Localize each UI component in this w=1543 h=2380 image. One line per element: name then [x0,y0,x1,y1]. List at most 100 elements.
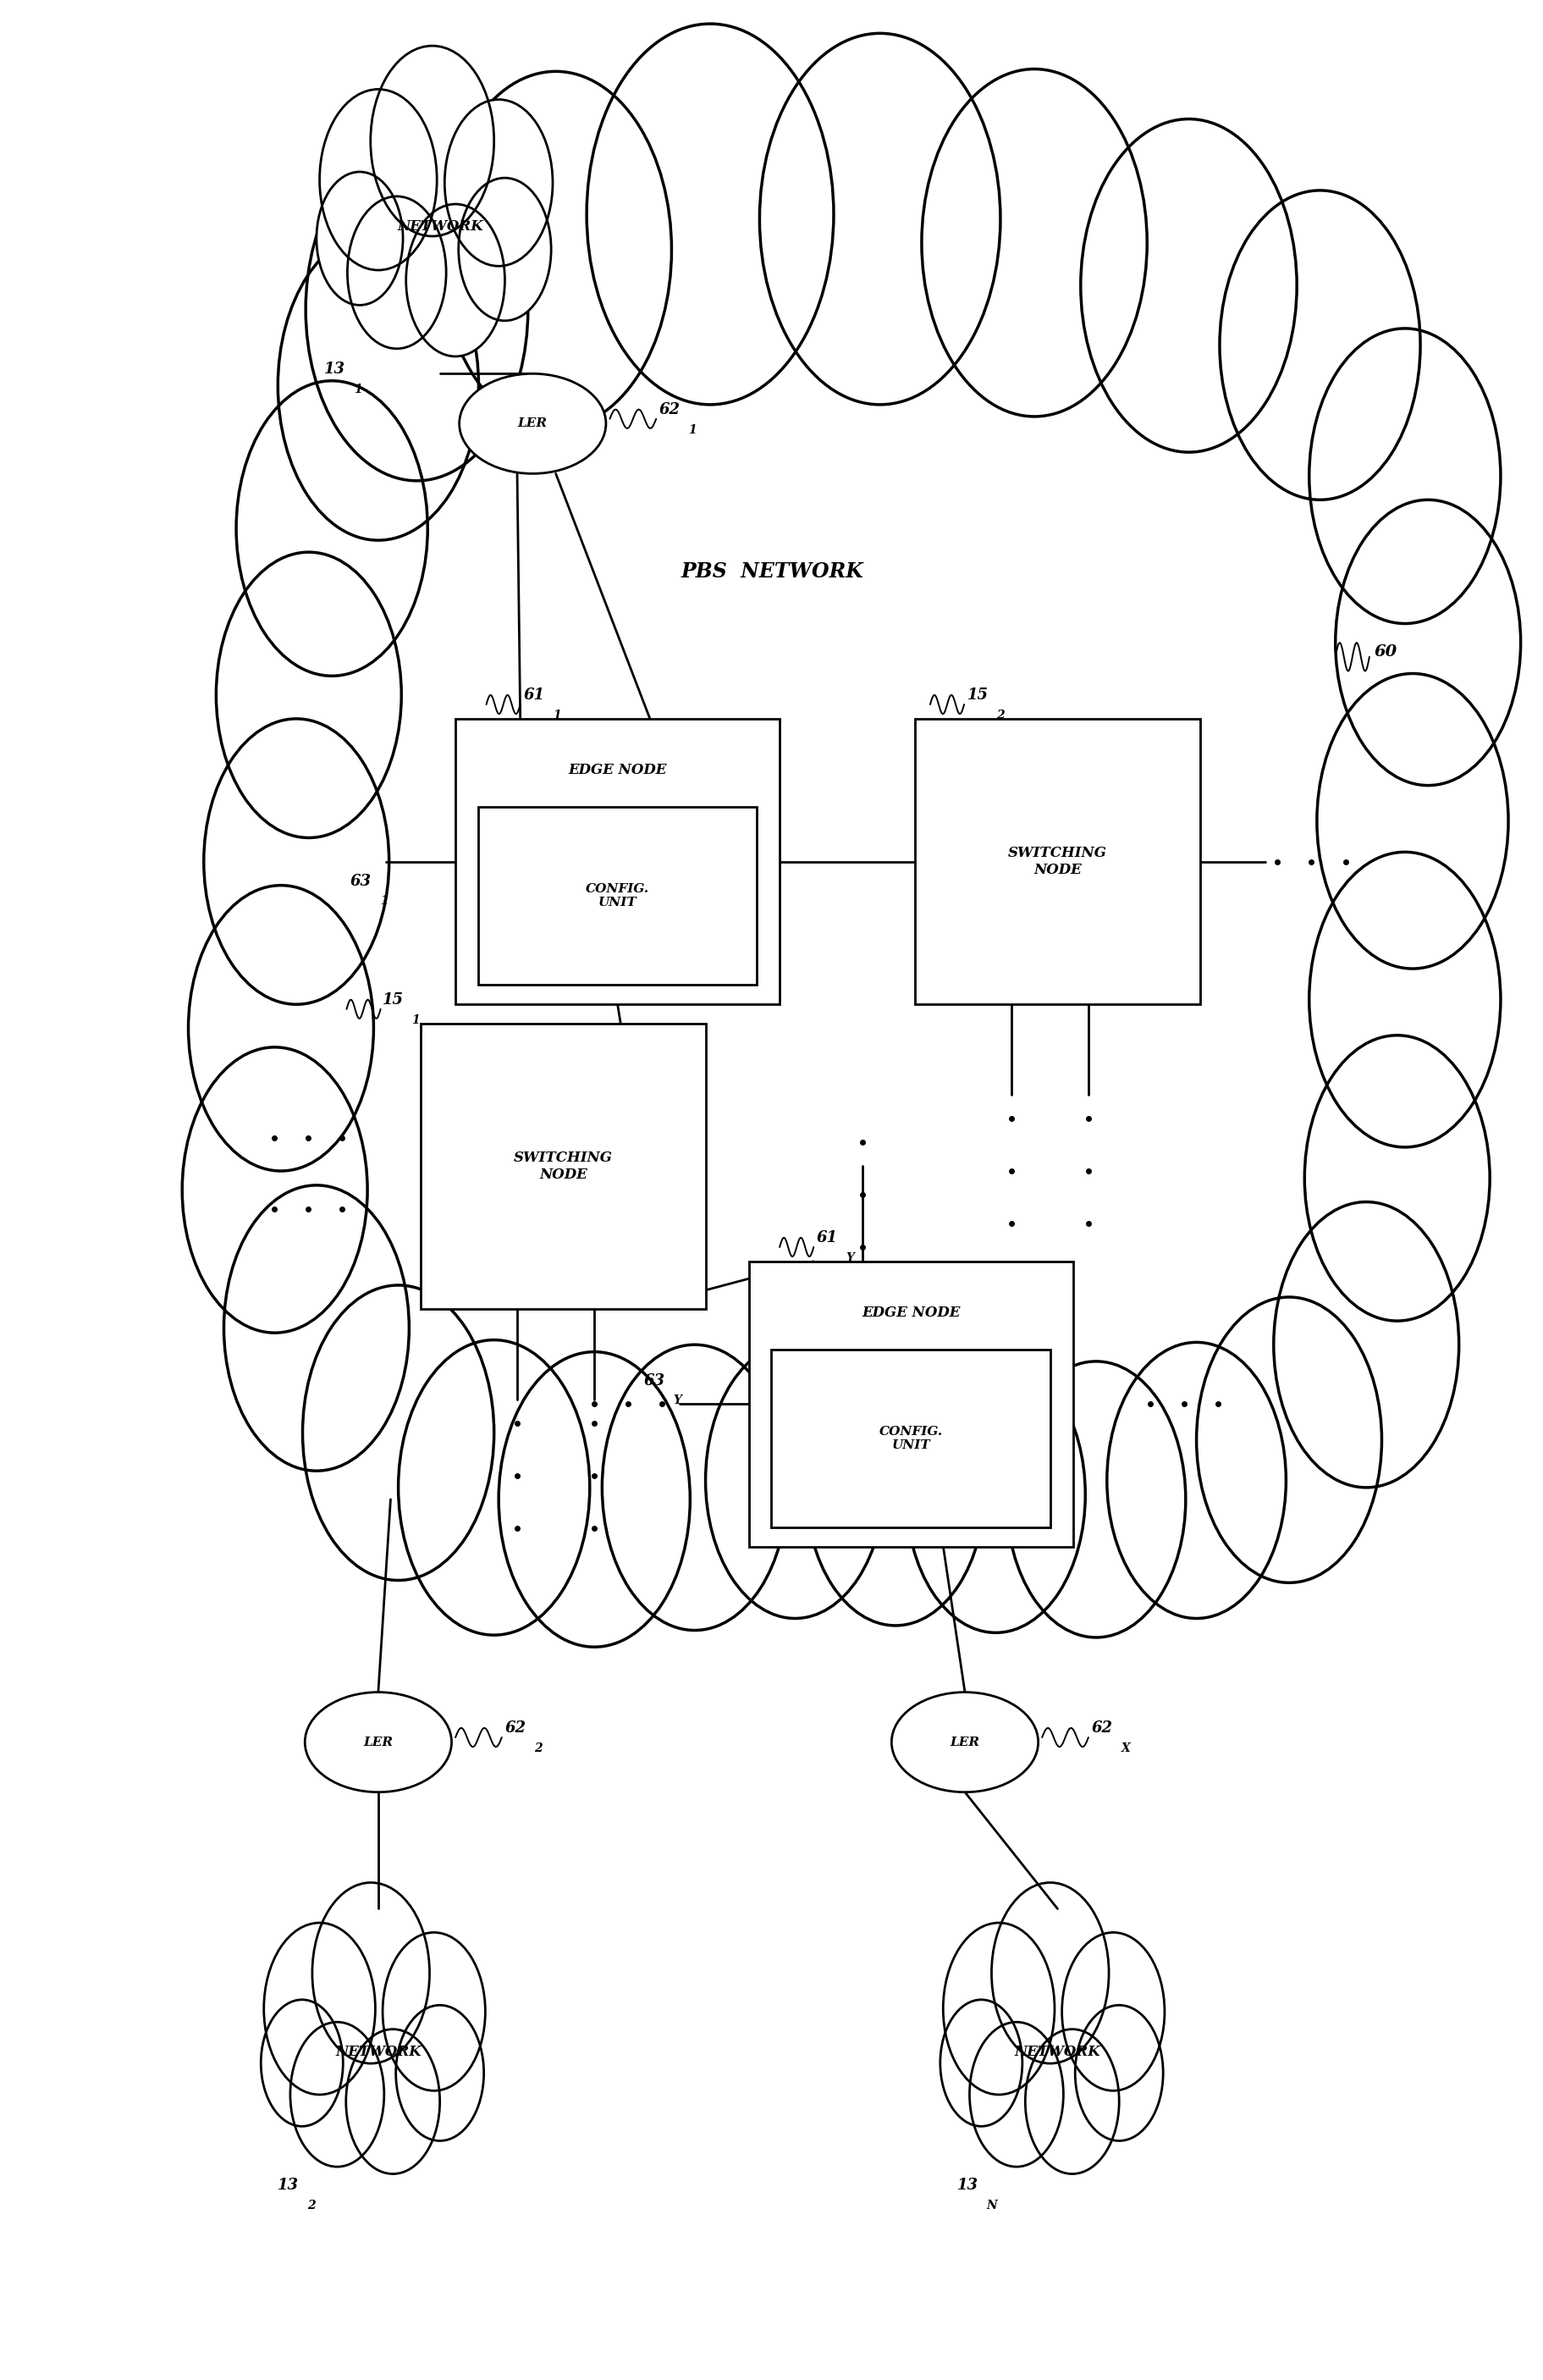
Circle shape [1304,1035,1489,1321]
Circle shape [298,1928,458,2175]
Text: 63: 63 [350,873,372,888]
Text: 61: 61 [816,1230,838,1245]
Circle shape [1273,1202,1458,1488]
Circle shape [1196,1297,1381,1583]
Circle shape [498,1352,690,1647]
Circle shape [386,333,694,809]
Text: EDGE NODE: EDGE NODE [568,764,667,778]
Circle shape [602,809,1096,1571]
Circle shape [316,171,403,305]
FancyBboxPatch shape [455,719,779,1004]
Circle shape [319,88,437,271]
Circle shape [444,100,552,267]
Circle shape [1335,500,1520,785]
Circle shape [278,231,478,540]
Circle shape [440,71,671,428]
Text: CONFIG.
UNIT: CONFIG. UNIT [878,1426,943,1452]
Text: 1: 1 [410,1014,420,1026]
FancyBboxPatch shape [478,807,756,985]
Circle shape [1219,190,1420,500]
Circle shape [417,190,1281,1523]
Circle shape [1308,328,1500,624]
Text: 2: 2 [997,709,1004,721]
Circle shape [991,1883,1108,2063]
Text: 1: 1 [552,709,560,721]
FancyBboxPatch shape [748,1261,1072,1547]
Circle shape [1062,1933,1163,2090]
Circle shape [370,45,494,236]
Text: LER: LER [949,1737,980,1747]
Text: Y: Y [846,1252,853,1264]
Text: 13: 13 [324,362,346,376]
Circle shape [347,198,446,347]
Circle shape [1080,119,1296,452]
Text: 15: 15 [381,992,403,1007]
Text: 1: 1 [353,383,361,395]
Circle shape [940,1999,1021,2125]
Circle shape [346,2030,440,2173]
Circle shape [236,381,427,676]
Ellipse shape [306,1692,452,1792]
Text: 62: 62 [505,1721,526,1735]
Circle shape [302,1285,494,1580]
Circle shape [290,2023,384,2166]
Circle shape [943,1923,1054,2094]
Circle shape [972,857,1342,1428]
Circle shape [355,95,525,357]
Text: 2: 2 [307,2199,315,2211]
Circle shape [312,1883,429,2063]
Text: PBS  NETWORK: PBS NETWORK [680,562,863,581]
Text: NETWORK: NETWORK [397,219,483,233]
Circle shape [705,1342,884,1618]
Circle shape [1308,852,1500,1147]
Text: CONFIG.
UNIT: CONFIG. UNIT [585,883,650,909]
Text: 15: 15 [966,688,988,702]
Ellipse shape [890,1692,1037,1792]
Circle shape [602,1345,787,1630]
Circle shape [921,69,1146,416]
Text: 2: 2 [534,1742,542,1754]
Text: 1: 1 [688,424,696,436]
FancyBboxPatch shape [420,1023,705,1309]
Circle shape [398,1340,589,1635]
Text: 13: 13 [278,2178,299,2192]
Text: LER: LER [517,419,548,428]
Circle shape [1106,1342,1285,1618]
Circle shape [571,95,1126,952]
Circle shape [772,381,1389,1333]
Text: SWITCHING
NODE: SWITCHING NODE [1008,845,1106,878]
Text: Y: Y [673,1395,680,1407]
Text: 13: 13 [957,2178,978,2192]
Text: SWITCHING
NODE: SWITCHING NODE [514,1150,613,1183]
Circle shape [216,552,401,838]
Circle shape [1003,333,1312,809]
Circle shape [309,381,926,1333]
Circle shape [182,1047,367,1333]
Text: NETWORK: NETWORK [335,2044,421,2059]
Circle shape [355,857,725,1428]
Circle shape [224,1185,409,1471]
Text: 1: 1 [380,895,387,907]
Text: EDGE NODE: EDGE NODE [861,1307,960,1321]
Text: X: X [1120,1742,1129,1754]
Circle shape [1025,2030,1119,2173]
Circle shape [261,1999,343,2125]
Circle shape [406,205,505,357]
Text: 63: 63 [643,1373,665,1388]
FancyBboxPatch shape [772,1349,1049,1528]
Text: 62: 62 [659,402,680,416]
Circle shape [306,138,528,481]
Text: LER: LER [363,1737,393,1747]
Circle shape [1006,1361,1185,1637]
Text: 60: 60 [1373,645,1396,659]
FancyBboxPatch shape [915,719,1200,1004]
Circle shape [264,1923,375,2094]
Circle shape [395,2004,483,2142]
Circle shape [906,1357,1085,1633]
Circle shape [458,178,551,321]
Circle shape [1074,2004,1162,2142]
Circle shape [977,1928,1137,2175]
Circle shape [805,1349,984,1626]
Ellipse shape [460,374,605,474]
Text: N: N [986,2199,997,2211]
